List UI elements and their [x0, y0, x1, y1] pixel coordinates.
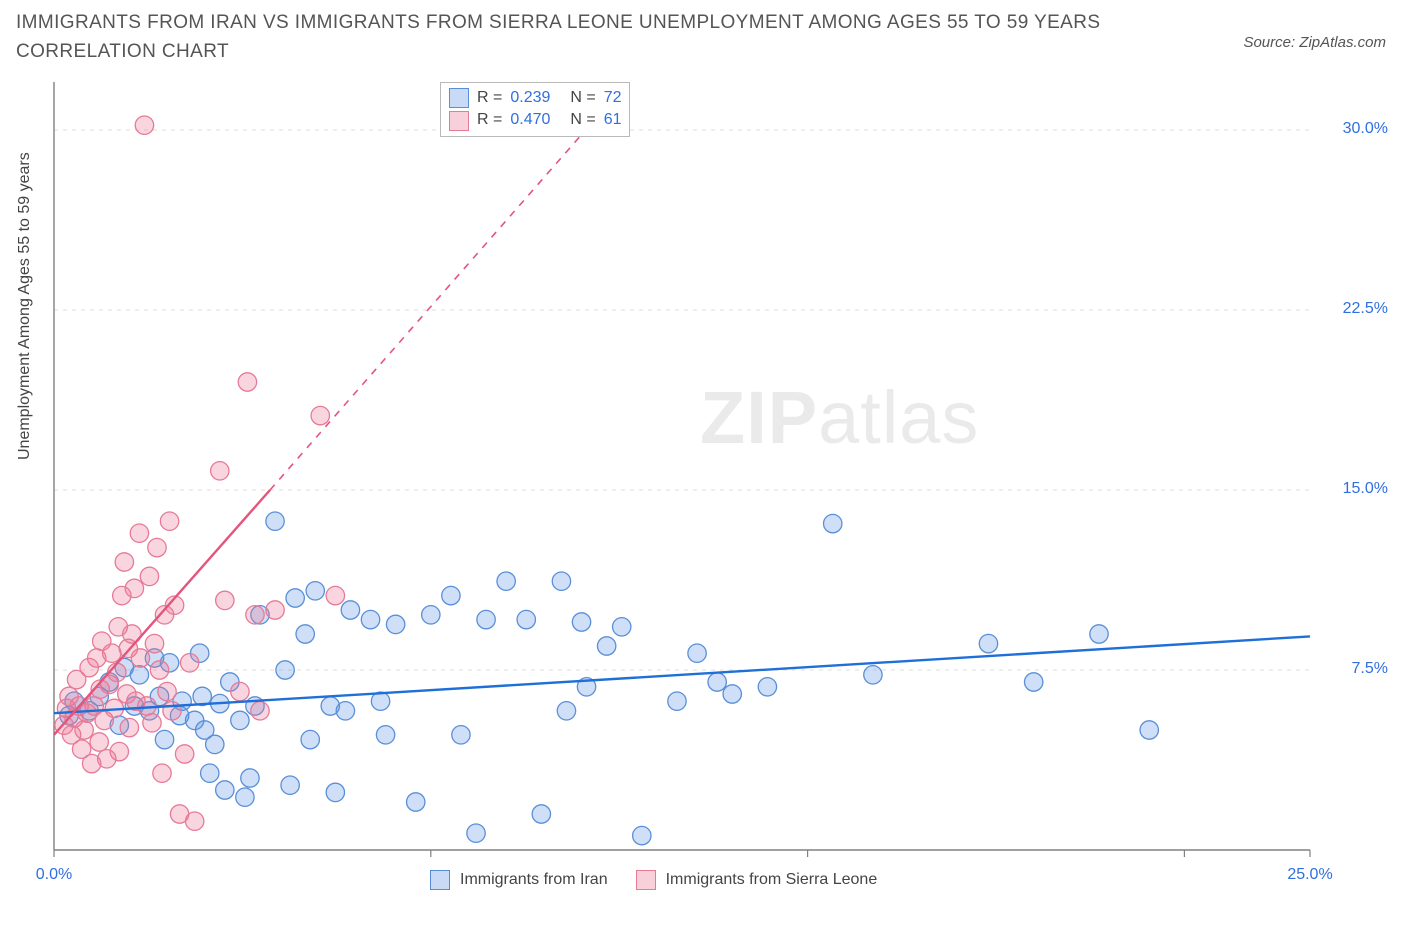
- x-tick: 25.0%: [1270, 866, 1350, 884]
- n-label: N =: [570, 87, 595, 109]
- legend-label: Immigrants from Sierra Leone: [666, 871, 878, 889]
- r-label: R =: [477, 109, 502, 131]
- chart-container: IMMIGRANTS FROM IRAN VS IMMIGRANTS FROM …: [0, 0, 1406, 930]
- legend-swatch: [636, 870, 656, 890]
- y-tick: 15.0%: [1328, 480, 1388, 498]
- y-tick: 30.0%: [1328, 120, 1388, 138]
- r-value: 0.470: [510, 109, 562, 131]
- n-value: 61: [604, 109, 622, 131]
- y-tick: 7.5%: [1328, 660, 1388, 678]
- legend-row: R = 0.470 N = 61: [449, 109, 621, 131]
- legend-swatch: [430, 870, 450, 890]
- series-legend: Immigrants from Iran Immigrants from Sier…: [430, 870, 895, 890]
- y-tick: 22.5%: [1328, 300, 1388, 318]
- n-value: 72: [604, 87, 622, 109]
- legend-swatch: [449, 111, 469, 131]
- legend-row: R = 0.239 N = 72: [449, 87, 621, 109]
- scatter-chart: [0, 0, 1406, 930]
- x-tick: 0.0%: [14, 866, 94, 884]
- r-value: 0.239: [510, 87, 562, 109]
- legend-label: Immigrants from Iran: [460, 871, 608, 889]
- r-label: R =: [477, 87, 502, 109]
- correlation-legend: R = 0.239 N = 72 R = 0.470 N = 61: [440, 82, 630, 137]
- legend-swatch: [449, 88, 469, 108]
- n-label: N =: [570, 109, 595, 131]
